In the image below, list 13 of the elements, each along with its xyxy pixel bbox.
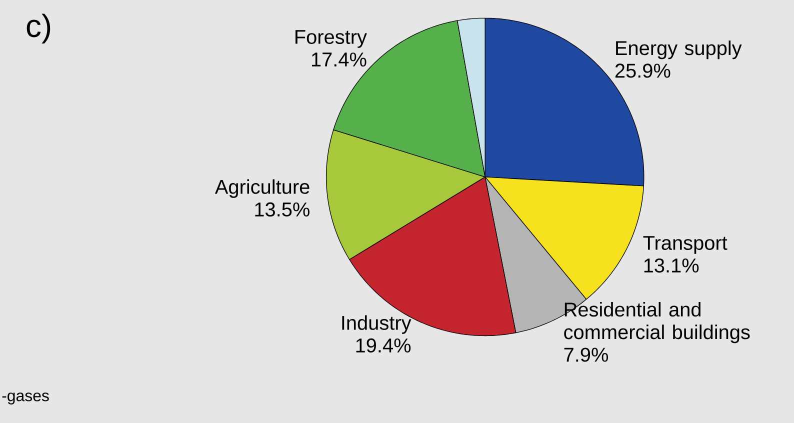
- slice-label: Energy supply: [616, 40, 742, 60]
- chart-title: c): [26, 14, 50, 44]
- slice-label: Industry: [342, 315, 412, 334]
- data-label: 13.5%: [255, 202, 310, 216]
- slice-label: Transport: [643, 236, 728, 254]
- data-label: 17.4%: [312, 52, 366, 66]
- text: -gases: [2, 392, 49, 404]
- data-label: 25.9%: [615, 64, 670, 78]
- data-label: 19.4%: [356, 338, 411, 352]
- slice-label: Forestry: [296, 30, 367, 48]
- data-label: 7.9%: [564, 348, 608, 362]
- data-label: 13.1%: [644, 258, 699, 273]
- slice-label: Agriculture: [214, 179, 310, 198]
